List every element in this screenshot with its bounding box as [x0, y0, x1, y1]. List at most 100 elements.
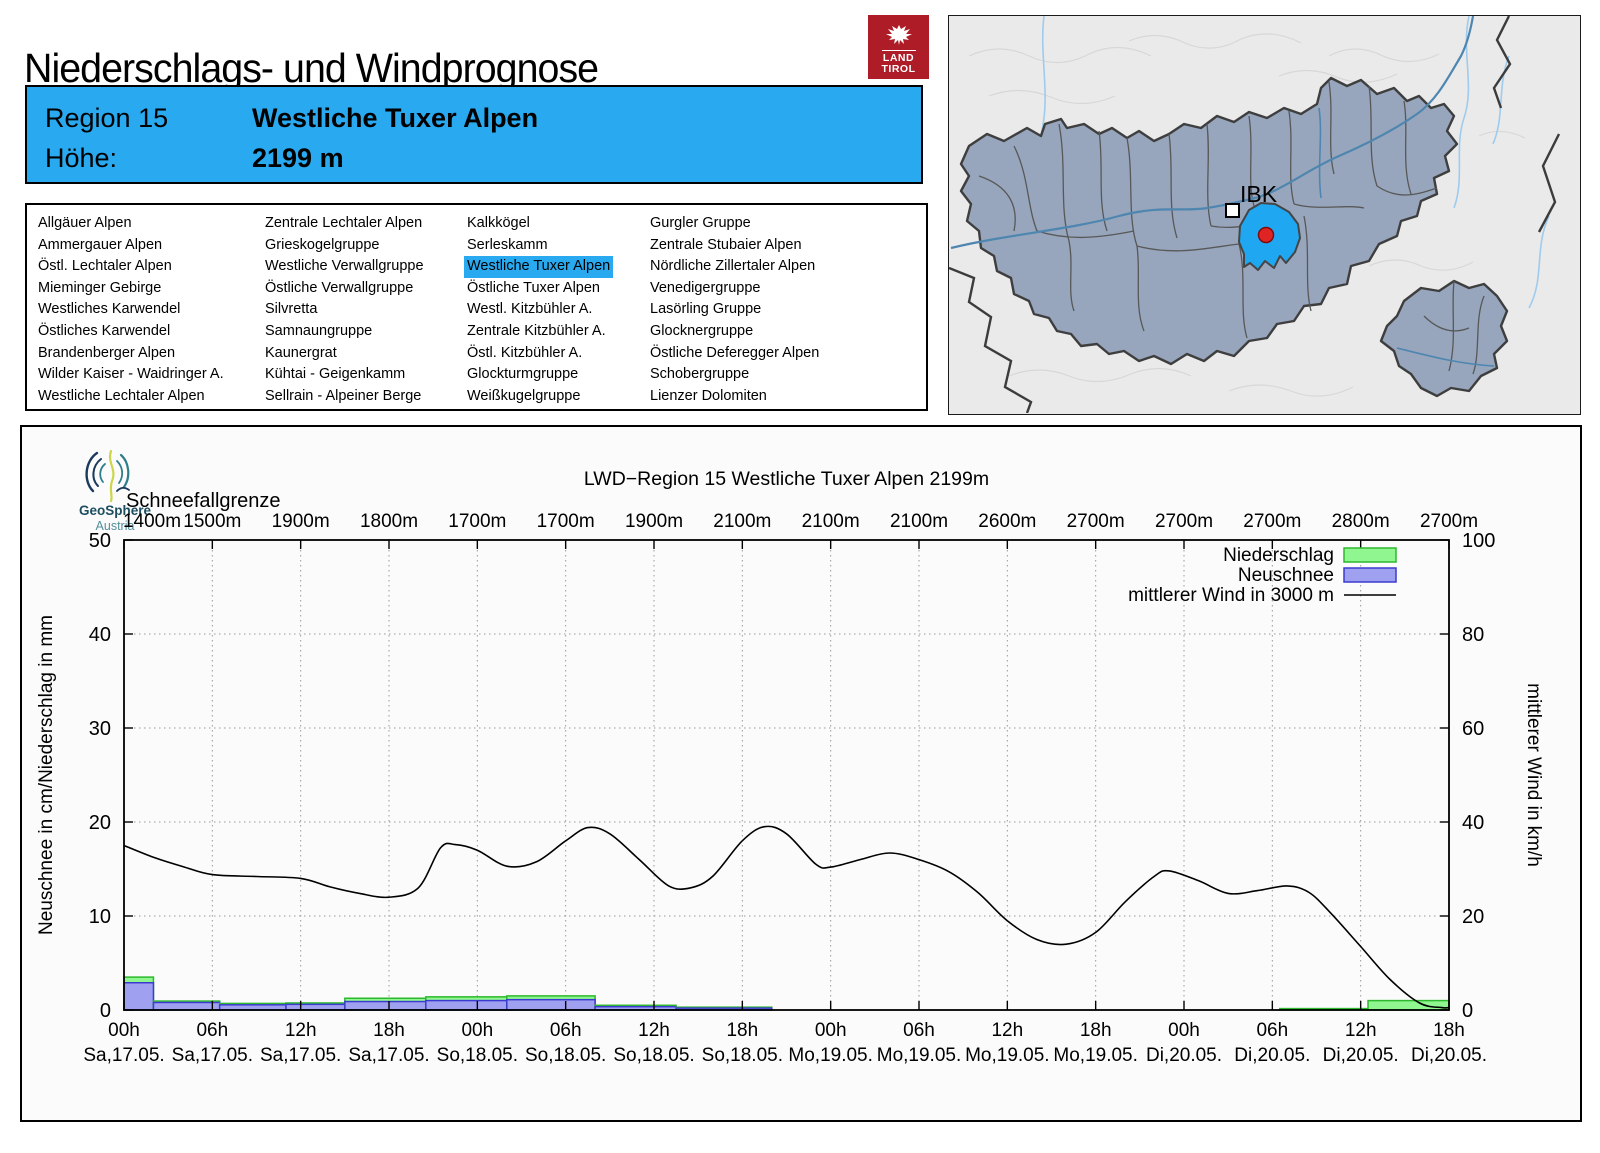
region-list-item[interactable]: Glocknergruppe [650, 322, 754, 339]
snowline-value: 2100m [802, 511, 860, 532]
region-list-item[interactable]: Kalkkögel [467, 215, 530, 231]
snowline-value: 1400m [123, 511, 181, 532]
region-list-item[interactable]: Nördliche Zillertaler Alpen [650, 258, 816, 275]
region-list-item[interactable]: Weißkugelgruppe [467, 387, 581, 404]
region-list-column: Zentrale Lechtaler Alpen Grieskogelgruppe… [262, 213, 464, 409]
x-tick-date-label: So,18.05. [525, 1045, 606, 1066]
new-snow-bar [425, 999, 508, 1011]
region-list-item[interactable]: Kaunergrat [265, 344, 337, 361]
logo-text-tirol: TIROL [881, 63, 916, 75]
region-list-item[interactable]: Wilder Kaiser - Waidringer A. [38, 366, 224, 383]
region-list-item[interactable]: Grieskogelgruppe [265, 236, 380, 253]
region-list-column: Gurgler Gruppe Zentrale Stubaier Alpen Nör… [647, 213, 917, 409]
altitude-label: Höhe: [45, 143, 118, 173]
y-axis-left-tick-label: 30 [89, 718, 111, 740]
snowline-value: 1900m [272, 511, 330, 532]
forecast-chart-panel: GeoSphere Austria 0 10 20 30 40 50 0 20 40 60 80 10… [20, 425, 1582, 1122]
region-list-item[interactable]: Westliches Karwendel [38, 301, 181, 318]
region-list-item[interactable]: Lienzer Dolomiten [650, 387, 767, 404]
x-tick-date-label: Sa,17.05. [260, 1045, 341, 1066]
region-list-item[interactable]: Östliche Deferegger Alpen [650, 344, 820, 361]
region-list-item[interactable]: Zentrale Kitzbühler A. [467, 322, 606, 339]
x-tick-time-label: 06h [550, 1020, 582, 1041]
region-list-item[interactable]: Venedigergruppe [650, 279, 761, 296]
region-list-item[interactable]: Zentrale Lechtaler Alpen [265, 215, 423, 231]
snowline-value: 2600m [978, 511, 1036, 532]
y-axis-right-tick-label: 40 [1462, 812, 1484, 834]
region-list-item[interactable]: Östl. Kitzbühler A. [467, 344, 583, 361]
region-list-item[interactable]: Westliche Lechtaler Alpen [38, 387, 205, 404]
y-axis-left-tick-label: 40 [89, 624, 111, 646]
geosphere-logo-icon [85, 449, 130, 503]
region-list-item[interactable]: Serleskamm [467, 236, 548, 253]
y-axis-left-tick-label: 50 [89, 530, 111, 552]
legend-swatch [1343, 567, 1397, 583]
region-list-item[interactable]: Zentrale Stubaier Alpen [650, 236, 802, 253]
snowline-value: 2700m [1420, 511, 1478, 532]
geosphere-subname: Austria [95, 519, 135, 533]
x-tick-time-label: 00h [461, 1020, 493, 1041]
region-list-item[interactable]: Östliches Karwendel [38, 322, 171, 339]
y-axis-left-tick-label: 20 [89, 812, 111, 834]
snowline-value: 2700m [1067, 511, 1125, 532]
river-lines [1040, 15, 1550, 309]
snowline-value: 2700m [1155, 511, 1213, 532]
tirol-map: IBK [948, 15, 1581, 415]
map-region-north-tirol[interactable] [959, 76, 1459, 366]
snowline-value: 2800m [1332, 511, 1390, 532]
forecast-chart: 0 10 20 30 40 50 0 20 40 60 80 100 00h Sa,17.05. 06h Sa… [36, 468, 1544, 1066]
region-list-item[interactable]: Östliche Verwallgruppe [265, 279, 414, 296]
region-list-item[interactable]: Östl. Lechtaler Alpen [38, 258, 172, 275]
logo-text-land: LAND [882, 52, 915, 64]
x-tick-time-label: 06h [196, 1020, 228, 1041]
page-title: Niederschlags- und Windprognose [24, 45, 599, 92]
region-list-item[interactable]: Samnaungruppe [265, 322, 373, 339]
legend-label: Neuschnee [1238, 565, 1334, 586]
snowline-value: 2700m [1243, 511, 1301, 532]
region-list-item[interactable]: Mieminger Gebirge [38, 279, 162, 296]
x-tick-time-label: 12h [1345, 1020, 1377, 1041]
region-list-column: Allgäuer Alpen Ammergauer Alpen Östl. Lech… [35, 213, 262, 409]
region-list-item[interactable]: Allgäuer Alpen [38, 215, 132, 231]
chart-title: LWD−Region 15 Westliche Tuxer Alpen 2199… [584, 468, 989, 490]
y-axis-right-tick-label: 0 [1462, 1000, 1473, 1022]
geosphere-name: GeoSphere [78, 503, 152, 518]
x-tick-date-label: Sa,17.05. [172, 1045, 253, 1066]
y-axis-left-title: Neuschnee in cm/Niederschlag in mm [36, 615, 57, 935]
region-list-item[interactable]: Silvretta [265, 301, 318, 318]
x-tick-date-label: Sa,17.05. [83, 1045, 164, 1066]
region-list-item-selected[interactable]: Westliche Tuxer Alpen [464, 256, 614, 278]
x-tick-date-label: Mo,19.05. [788, 1045, 873, 1066]
region-list-box: Allgäuer Alpen Ammergauer Alpen Östl. Lech… [25, 203, 928, 411]
y-axis-right-tick-label: 60 [1462, 718, 1484, 740]
region-list-item[interactable]: Gurgler Gruppe [650, 215, 751, 231]
x-tick-time-label: 18h [373, 1020, 405, 1041]
wind-line [123, 825, 1450, 1009]
region-list-item[interactable]: Westliche Verwallgruppe [265, 258, 424, 275]
region-name: Westliche Tuxer Alpen [252, 103, 539, 133]
region-list-column: Kalkkögel Serleskamm Westliche Tuxer Alpen… [464, 213, 647, 409]
snowline-value: 2100m [713, 511, 771, 532]
tirol-eagle-icon [885, 25, 912, 45]
x-tick-date-label: Sa,17.05. [348, 1045, 429, 1066]
region-list-item[interactable]: Glockturmgruppe [467, 366, 579, 383]
region-list-item[interactable]: Kühtai - Geigenkamm [265, 366, 406, 383]
snowline-value: 1800m [360, 511, 418, 532]
region-list-item[interactable]: Sellrain - Alpeiner Berge [265, 387, 422, 404]
region-list-item[interactable]: Östliche Tuxer Alpen [467, 279, 600, 296]
region-list-item[interactable]: Ammergauer Alpen [38, 236, 163, 253]
snowline-value: 2100m [890, 511, 948, 532]
ibk-city-label: IBK [1240, 181, 1278, 207]
region-list-item[interactable]: Westl. Kitzbühler A. [467, 301, 593, 318]
x-tick-date-label: So,18.05. [613, 1045, 694, 1066]
region-list-item[interactable]: Schobergruppe [650, 366, 750, 383]
x-tick-time-label: 18h [726, 1020, 758, 1041]
x-tick-date-label: Mo,19.05. [965, 1045, 1050, 1066]
x-tick-time-label: 18h [1080, 1020, 1112, 1041]
state-border-lines [948, 15, 1561, 414]
map-region-east-tirol[interactable] [1379, 279, 1509, 398]
x-tick-date-label: Mo,19.05. [1053, 1045, 1138, 1066]
region-list-item[interactable]: Brandenberger Alpen [38, 344, 176, 361]
new-snow-bar [123, 981, 155, 1011]
region-list-item[interactable]: Lasörling Gruppe [650, 301, 762, 318]
